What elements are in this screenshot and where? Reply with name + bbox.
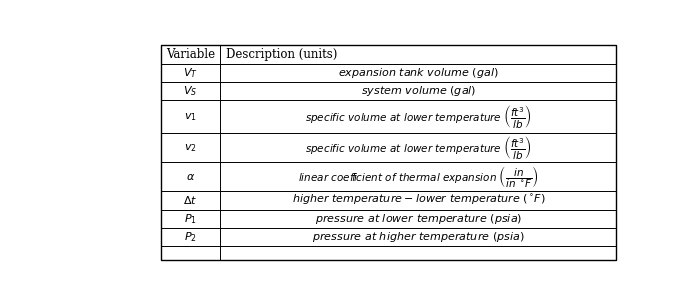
- Text: $\mathit{pressure\ at\ higher\ temperature\ (psia)}$: $\mathit{pressure\ at\ higher\ temperatu…: [312, 230, 525, 244]
- Text: $\Delta t$: $\Delta t$: [183, 194, 197, 206]
- Text: $v_2$: $v_2$: [184, 142, 197, 154]
- Bar: [161, 45, 617, 260]
- Text: $V_S$: $V_S$: [183, 84, 197, 98]
- Text: $V_T$: $V_T$: [183, 66, 198, 80]
- Text: $\mathit{expansion\ tank\ volume\ (gal)}$: $\mathit{expansion\ tank\ volume\ (gal)}…: [338, 66, 498, 80]
- Text: $v_1$: $v_1$: [184, 111, 197, 123]
- Text: $P_1$: $P_1$: [184, 212, 197, 226]
- Text: $\mathit{higher\ temperature} - \mathit{lower\ temperature}\ (^\circ\!F)$: $\mathit{higher\ temperature} - \mathit{…: [292, 194, 545, 208]
- Text: $\mathit{specific\ volume\ at\ lower\ temperature}\ \left(\dfrac{ft^3}{lb}\right: $\mathit{specific\ volume\ at\ lower\ te…: [305, 103, 532, 130]
- Text: $\mathit{pressure\ at\ lower\ temperature\ (psia)}$: $\mathit{pressure\ at\ lower\ temperatur…: [315, 212, 522, 226]
- Text: Description (units): Description (units): [226, 48, 337, 61]
- Text: Variable: Variable: [166, 48, 215, 61]
- Text: $P_2$: $P_2$: [184, 230, 197, 244]
- Text: $\mathit{specific\ volume\ at\ lower\ temperature}\ \left(\dfrac{ft^3}{lb}\right: $\mathit{specific\ volume\ at\ lower\ te…: [305, 134, 532, 161]
- Text: $\mathit{linear\ coef\!f\!icient\ of\ thermal\ expansion}\ \left(\dfrac{in}{in\ : $\mathit{linear\ coef\!f\!icient\ of\ th…: [298, 164, 538, 190]
- Text: $\alpha$: $\alpha$: [186, 172, 195, 182]
- Text: $\mathit{system\ volume\ (gal)}$: $\mathit{system\ volume\ (gal)}$: [360, 84, 476, 98]
